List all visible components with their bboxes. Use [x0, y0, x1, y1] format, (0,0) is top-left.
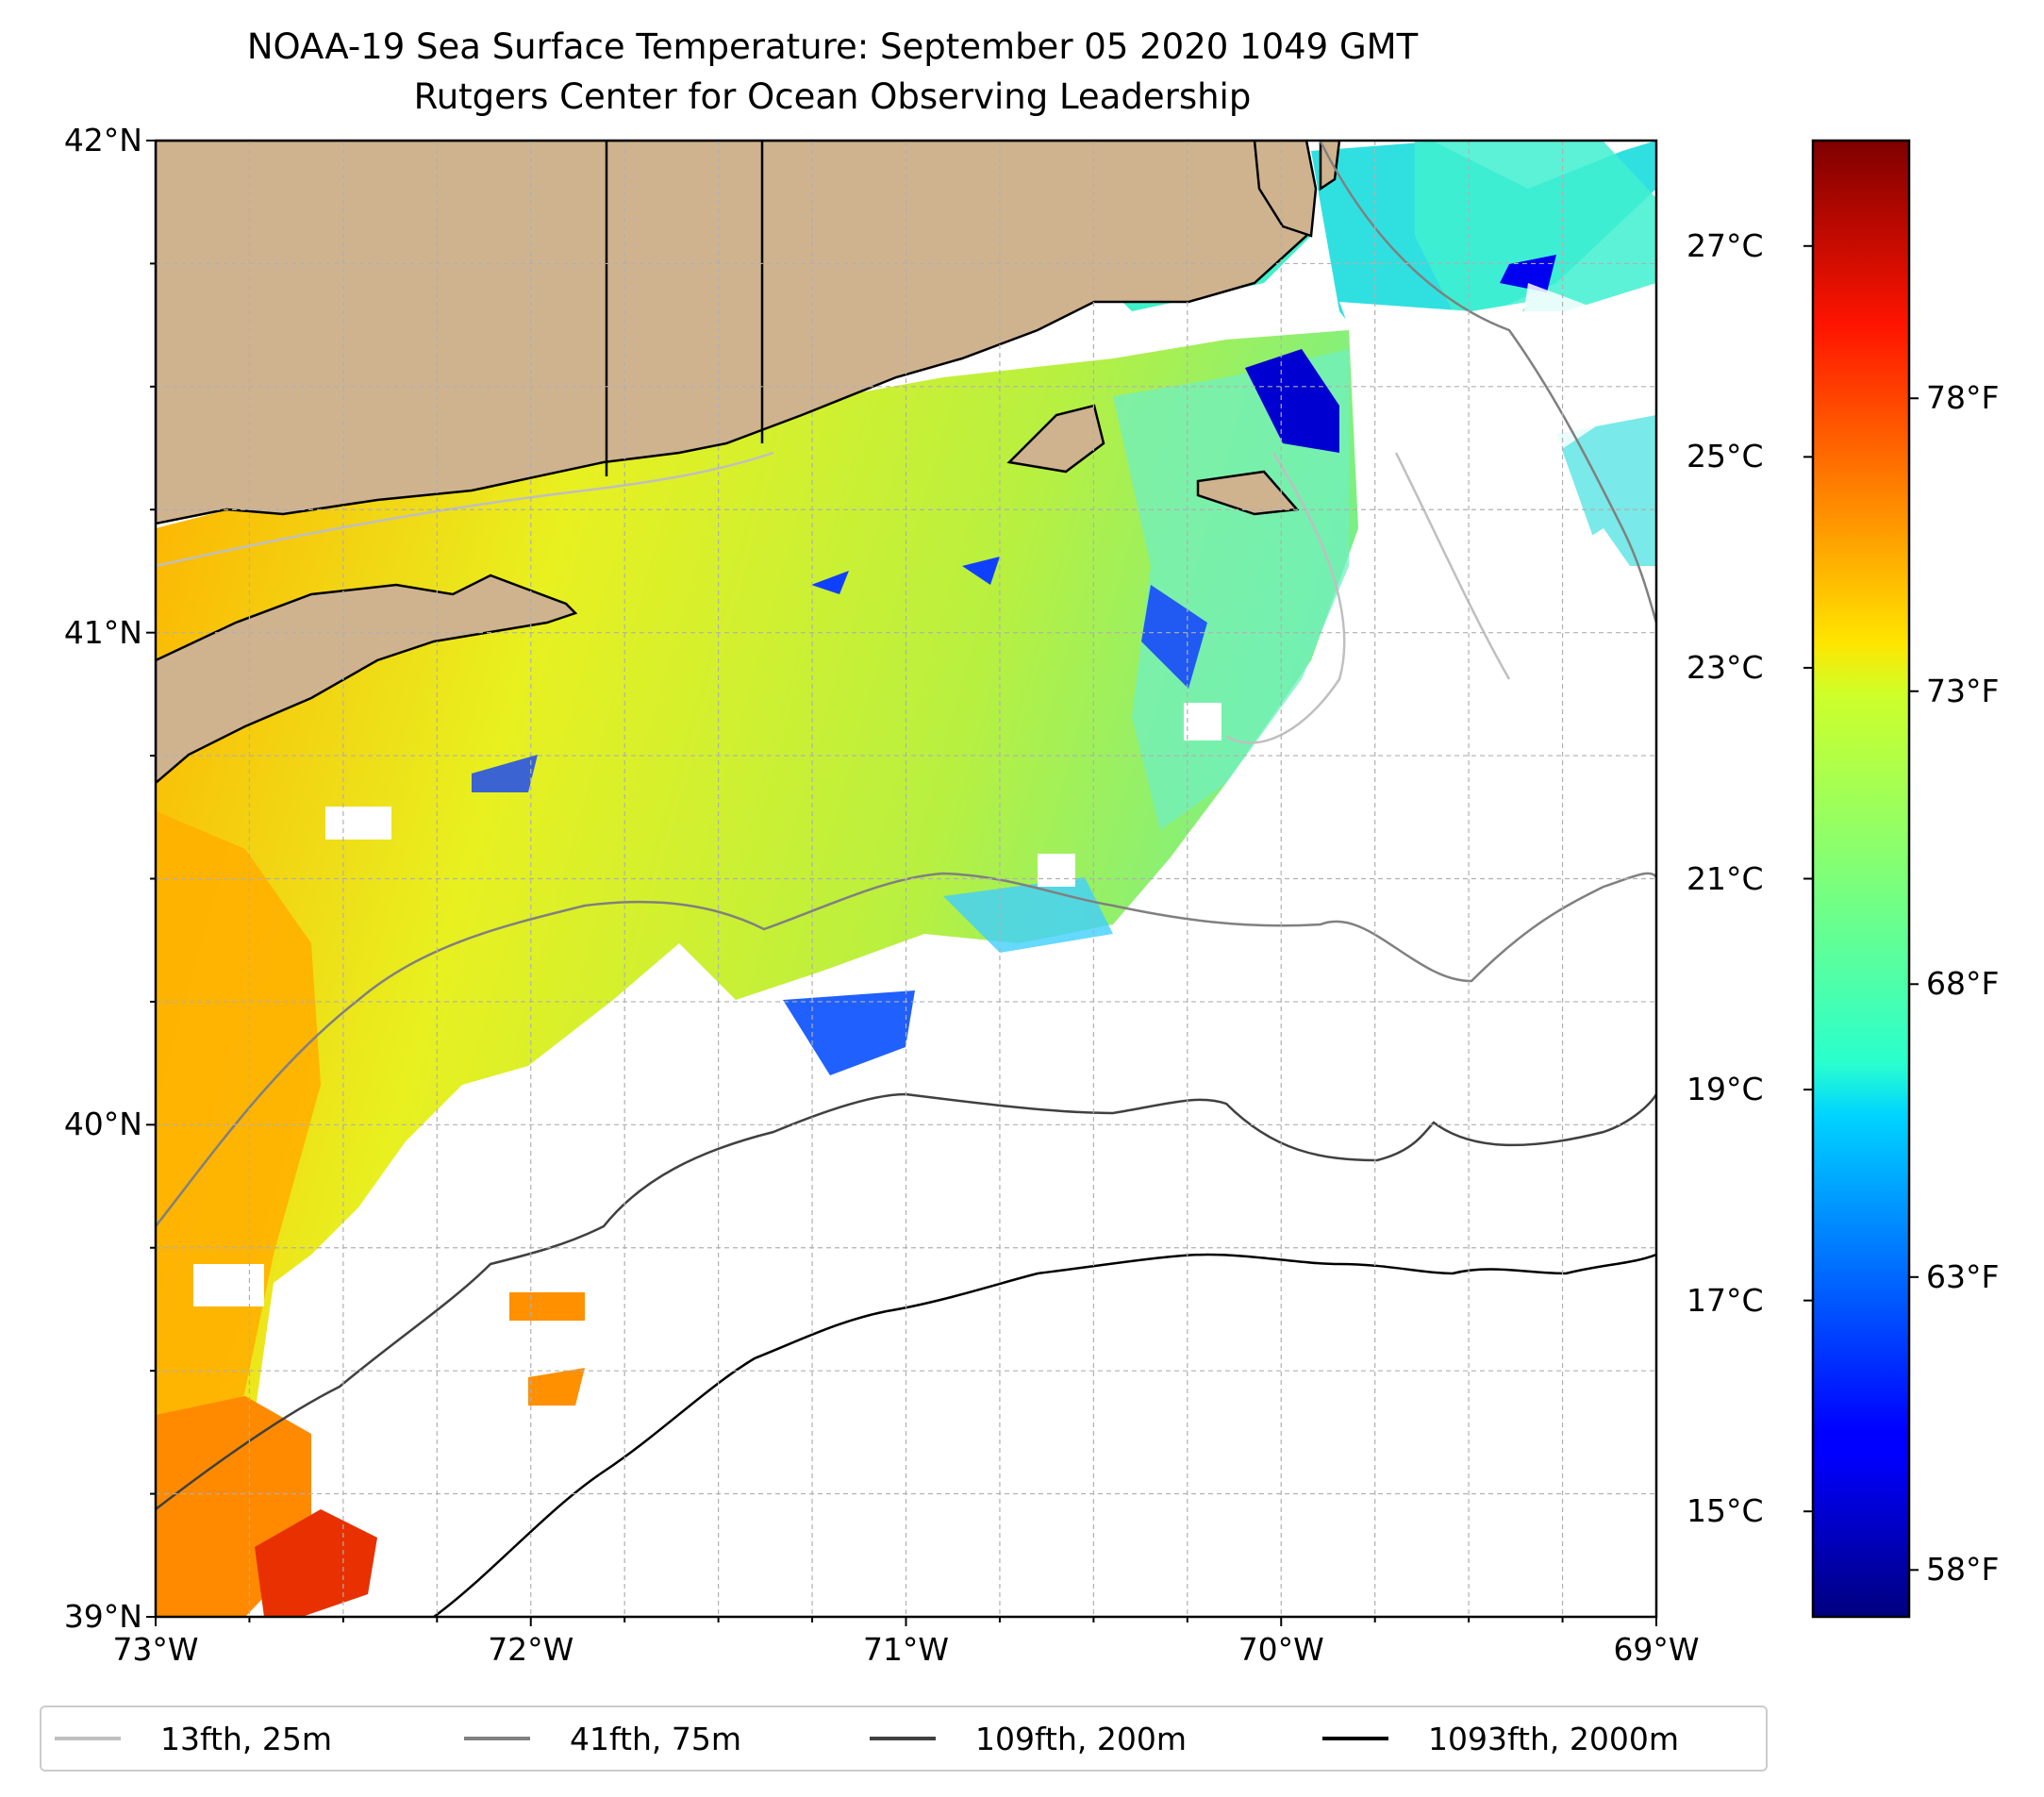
legend-swatch-25m — [55, 1737, 121, 1740]
colorbar-label-celsius: 17°C — [1687, 1281, 1764, 1319]
legend-item-25m: 13fth, 25m — [55, 1707, 332, 1770]
contour-legend: 13fth, 25m 41fth, 75m 109fth, 200m 1093f… — [40, 1705, 1768, 1772]
land-mainland — [156, 141, 1308, 525]
figure-title: NOAA-19 Sea Surface Temperature: Septemb… — [246, 26, 1419, 67]
legend-swatch-200m — [870, 1737, 936, 1740]
contour-75m — [156, 872, 1656, 1227]
lon-label: 71°W — [862, 1631, 950, 1668]
lon-label: 72°W — [488, 1631, 574, 1668]
colorbar-label-celsius: 27°C — [1687, 226, 1764, 264]
legend-label-25m: 13fth, 25m — [160, 1720, 332, 1757]
legend-label-75m: 41fth, 75m — [570, 1720, 741, 1757]
colorbar-label-celsius: 19°C — [1687, 1071, 1764, 1108]
contour-25m-shoals — [1225, 452, 1511, 744]
map-gridlines — [156, 141, 1656, 1617]
legend-item-75m: 41fth, 75m — [464, 1707, 741, 1770]
legend-item-200m: 109fth, 200m — [870, 1707, 1187, 1770]
lat-label: 40°N — [63, 1106, 142, 1143]
lat-label: 41°N — [63, 613, 142, 651]
colorbar-ticks — [1803, 244, 1919, 1572]
legend-swatch-2000m — [1322, 1737, 1388, 1740]
colorbar-label-fahrenheit: 73°F — [1926, 672, 2000, 709]
map-frame — [154, 139, 1658, 1619]
bathymetry-contours — [156, 141, 1656, 1617]
contour-2000m — [433, 1253, 1656, 1617]
lon-label: 70°W — [1238, 1631, 1324, 1668]
colorbar-label-fahrenheit: 63°F — [1926, 1257, 2000, 1295]
colorbar-label-celsius: 25°C — [1687, 438, 1764, 475]
colorbar-label-celsius: 15°C — [1687, 1492, 1764, 1530]
colorbar-label-celsius: 21°C — [1687, 859, 1764, 897]
lat-label: 39°N — [63, 1598, 142, 1635]
land-cape-cod-tip — [1253, 141, 1318, 238]
legend-item-2000m: 1093fth, 2000m — [1322, 1707, 1679, 1770]
legend-label-2000m: 1093fth, 2000m — [1428, 1720, 1679, 1757]
land-marthas-vineyard — [1006, 404, 1105, 474]
colorbar — [1811, 139, 1911, 1619]
lat-label: 42°N — [63, 122, 142, 158]
land-nantucket — [1196, 470, 1300, 516]
colorbar-label-celsius: 23°C — [1687, 648, 1764, 686]
lon-label: 73°W — [112, 1631, 199, 1668]
land — [156, 141, 1341, 785]
contour-75m-georges — [1319, 141, 1656, 624]
legend-swatch-75m — [464, 1737, 530, 1740]
land-long-island — [156, 574, 578, 785]
figure-subtitle: Rutgers Center for Ocean Observing Leade… — [413, 76, 1252, 117]
lon-label: 69°W — [1613, 1631, 1700, 1668]
colorbar-label-fahrenheit: 68°F — [1926, 965, 2000, 1003]
legend-label-200m: 109fth, 200m — [975, 1720, 1187, 1757]
contour-200m — [156, 1092, 1656, 1510]
colorbar-label-fahrenheit: 78°F — [1926, 379, 2000, 417]
colorbar-label-fahrenheit: 58°F — [1926, 1551, 2000, 1589]
